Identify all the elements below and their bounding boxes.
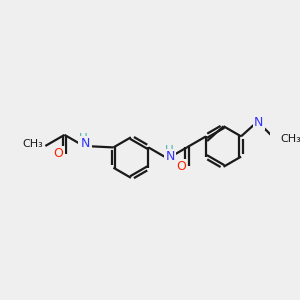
Text: N: N	[166, 150, 175, 164]
Text: H: H	[165, 144, 173, 158]
Text: N: N	[81, 137, 91, 150]
Text: N: N	[254, 116, 264, 129]
Text: CH₃: CH₃	[281, 134, 300, 144]
Text: H: H	[79, 132, 88, 145]
Text: CH₃: CH₃	[22, 139, 43, 149]
Text: O: O	[54, 147, 64, 160]
Text: O: O	[176, 160, 186, 173]
